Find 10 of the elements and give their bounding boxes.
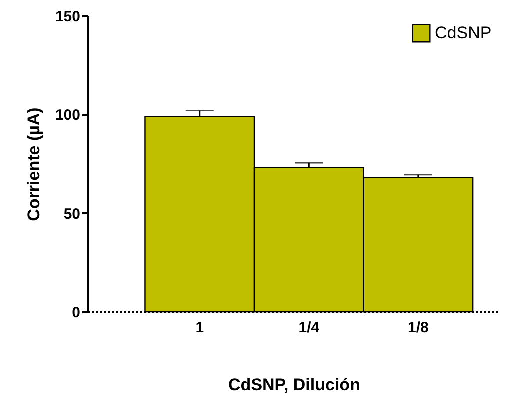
x-tick-label: 1/8 (408, 320, 429, 336)
legend-label: CdSNP (435, 24, 492, 42)
y-tick-label: 150 (55, 8, 80, 26)
y-tick-label: 50 (64, 206, 80, 223)
x-tick-label: 1/4 (298, 320, 320, 336)
x-tick-label: 1 (196, 320, 204, 336)
x-axis-title: CdSNP, Dilución (228, 376, 360, 394)
y-tick-label: 0 (72, 304, 80, 322)
y-axis-title: Corriente (µA) (24, 108, 44, 222)
y-tick-label: 100 (55, 107, 80, 124)
